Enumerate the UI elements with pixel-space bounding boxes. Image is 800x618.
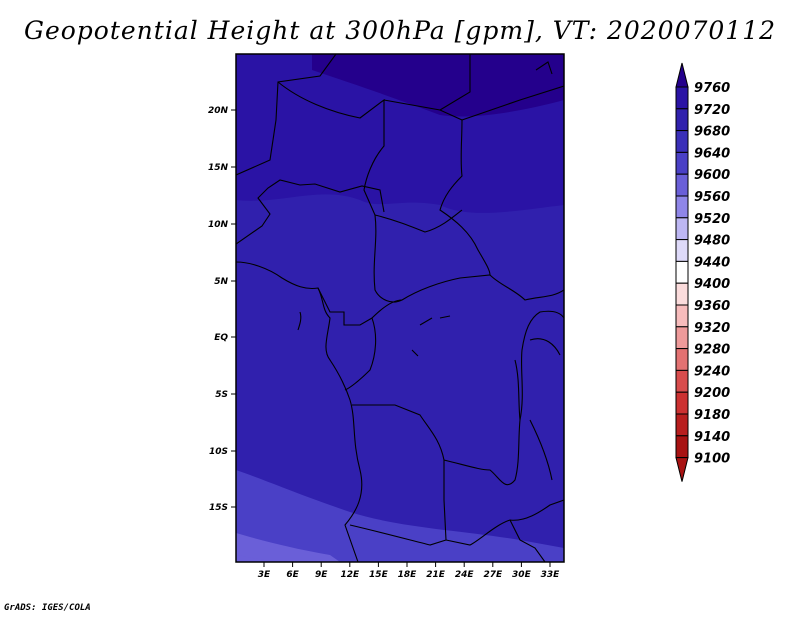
lon-label: 30E [512,570,532,580]
colorbar-arrow-bottom [675,457,689,482]
lat-label: 15S [209,503,228,513]
latitude-axis: 20N 15N 10N 5N EQ 5S 10S 15S [208,106,236,513]
colorbar-segment [675,173,689,197]
colorbar-label: 9200 [694,386,730,401]
lon-label: 18E [398,570,418,580]
colorbar-segment [675,260,689,284]
colorbar-arrow-top [675,62,689,88]
colorbar-label: 9180 [694,408,730,423]
colorbar-label: 9520 [694,212,730,227]
colorbar-segment [675,369,689,393]
longitude-axis: 3E 6E 9E 12E 15E 18E 21E 24E 27E 30E 33E [258,562,560,580]
footer-credit: GrADS: IGES/COLA [4,603,91,613]
lon-label: 12E [340,570,360,580]
colorbar-segment [675,391,689,415]
map-frame [235,53,565,563]
colorbar-segment [675,86,689,110]
colorbar-label: 9280 [694,343,730,358]
country-borders [236,54,564,562]
height-field [236,54,564,562]
lat-label: 10N [208,220,229,230]
colorbar-label: 9720 [694,103,730,118]
colorbar-label: 9240 [694,364,730,379]
colorbar-segment [675,326,689,350]
lat-label: 5S [215,390,228,400]
colorbar-label: 9100 [694,452,730,467]
colorbar-segment [675,435,689,459]
colorbar-label: 9140 [694,430,730,445]
colorbar-segment [675,304,689,328]
colorbar-label: 9600 [694,168,730,183]
lat-label: EQ [214,333,228,343]
colorbar-label: 9400 [694,277,730,292]
colorbar-label: 9760 [694,81,730,96]
lon-label: 27E [483,570,503,580]
lon-label: 21E [426,570,446,580]
colorbar: 9760 9720 9680 9640 9600 9560 9520 9480 9440 9400… [675,62,730,482]
colorbar-segment [675,151,689,175]
colorbar-segment [675,413,689,437]
colorbar-segment [675,217,689,241]
lat-label: 10S [209,447,228,457]
colorbar-label: 9680 [694,125,730,140]
colorbar-label: 9320 [694,321,730,336]
lon-label: 24E [455,570,475,580]
map-title: Geopotential Height at 300hPa [gpm], VT:… [23,16,777,45]
lon-label: 9E [315,570,328,580]
colorbar-label: 9560 [694,190,730,205]
lon-label: 6E [286,570,299,580]
colorbar-label: 9440 [694,255,730,270]
lat-label: 15N [208,163,229,173]
colorbar-segment [675,348,689,371]
colorbar-segment [675,108,689,132]
colorbar-segment [675,282,689,306]
colorbar-segment [675,195,689,219]
lon-label: 33E [541,570,561,580]
lon-label: 3E [258,570,271,580]
lon-label: 15E [369,570,389,580]
colorbar-label: 9480 [694,234,730,249]
lat-label: 5N [214,277,228,287]
colorbar-label: 9360 [694,299,730,314]
colorbar-label: 9640 [694,146,730,161]
lat-label: 20N [208,106,229,116]
colorbar-segment [675,239,689,262]
colorbar-segment [675,130,689,153]
